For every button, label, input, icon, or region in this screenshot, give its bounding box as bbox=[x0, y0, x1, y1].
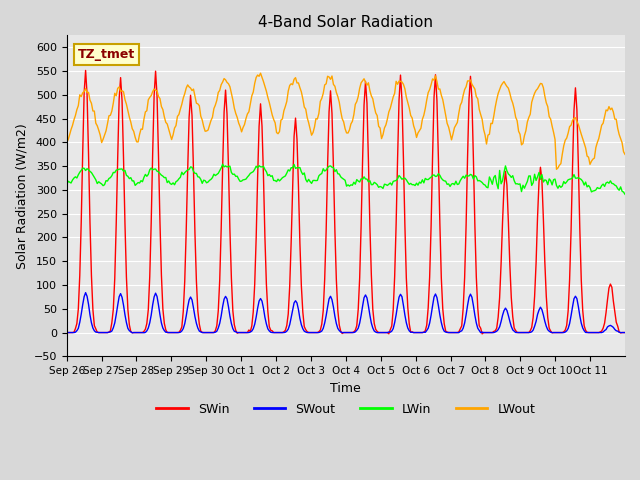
LWout bbox=[63, 139, 70, 145]
LWin bbox=[462, 172, 470, 178]
LWout bbox=[82, 86, 90, 92]
Line: SWin: SWin bbox=[67, 71, 625, 334]
SWin bbox=[478, 331, 486, 337]
LWout bbox=[621, 152, 629, 157]
Title: 4-Band Solar Radiation: 4-Band Solar Radiation bbox=[259, 15, 433, 30]
SWout bbox=[129, 330, 136, 336]
SWin bbox=[620, 330, 627, 336]
SWin bbox=[100, 330, 108, 336]
LWin bbox=[545, 176, 553, 182]
LWout bbox=[462, 84, 470, 90]
SWout bbox=[464, 302, 472, 308]
Text: TZ_tmet: TZ_tmet bbox=[78, 48, 135, 61]
LWin bbox=[621, 192, 629, 197]
SWin bbox=[462, 223, 470, 228]
LWout bbox=[553, 167, 561, 172]
Line: SWout: SWout bbox=[67, 293, 625, 333]
LWin bbox=[63, 182, 70, 188]
SWout bbox=[63, 330, 70, 336]
SWout bbox=[547, 329, 554, 335]
Line: LWin: LWin bbox=[67, 164, 625, 194]
Legend: SWin, SWout, LWin, LWout: SWin, SWout, LWin, LWout bbox=[152, 398, 540, 420]
LWout bbox=[620, 149, 627, 155]
LWin bbox=[99, 183, 107, 189]
SWin bbox=[351, 327, 359, 333]
SWout bbox=[83, 293, 91, 299]
X-axis label: Time: Time bbox=[330, 382, 361, 395]
SWin bbox=[82, 68, 90, 73]
SWout bbox=[620, 330, 627, 336]
Line: LWout: LWout bbox=[67, 73, 625, 169]
LWin bbox=[618, 188, 626, 194]
Y-axis label: Solar Radiation (W/m2): Solar Radiation (W/m2) bbox=[15, 123, 28, 269]
LWout bbox=[351, 101, 359, 107]
LWin bbox=[219, 161, 227, 167]
SWin bbox=[547, 328, 554, 334]
SWout bbox=[82, 290, 90, 296]
SWout bbox=[621, 330, 629, 336]
LWout bbox=[257, 70, 264, 76]
SWout bbox=[100, 330, 108, 336]
LWout bbox=[545, 114, 553, 120]
SWin bbox=[621, 330, 629, 336]
LWin bbox=[351, 181, 359, 187]
SWin bbox=[83, 92, 91, 97]
LWout bbox=[99, 136, 107, 142]
LWin bbox=[82, 168, 90, 173]
SWin bbox=[63, 330, 70, 336]
SWout bbox=[353, 327, 360, 333]
